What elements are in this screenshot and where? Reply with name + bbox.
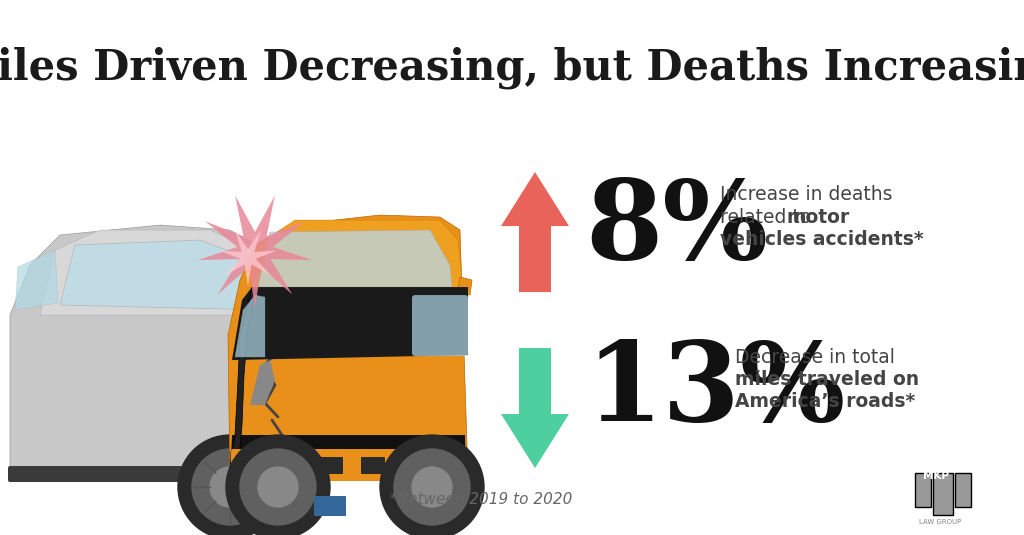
FancyBboxPatch shape: [434, 457, 458, 474]
Polygon shape: [501, 172, 569, 292]
FancyBboxPatch shape: [314, 496, 346, 516]
Polygon shape: [219, 230, 278, 287]
FancyBboxPatch shape: [8, 466, 292, 482]
Polygon shape: [230, 435, 466, 480]
Polygon shape: [60, 240, 270, 310]
Text: miles traveled on: miles traveled on: [735, 370, 920, 389]
Polygon shape: [258, 230, 452, 287]
Text: 8%: 8%: [585, 174, 768, 281]
Polygon shape: [250, 220, 462, 295]
Polygon shape: [501, 348, 569, 468]
FancyBboxPatch shape: [915, 473, 931, 507]
Circle shape: [178, 435, 282, 535]
Polygon shape: [458, 277, 472, 295]
Polygon shape: [15, 250, 58, 310]
Polygon shape: [228, 287, 255, 480]
Text: Miles Driven Decreasing, but Deaths Increasing: Miles Driven Decreasing, but Deaths Incr…: [0, 47, 1024, 89]
Circle shape: [412, 467, 452, 507]
Circle shape: [380, 435, 484, 535]
Circle shape: [193, 449, 268, 525]
Text: motor: motor: [787, 208, 850, 227]
Circle shape: [258, 467, 298, 507]
Text: MKP: MKP: [923, 471, 949, 481]
Text: LAW GROUP: LAW GROUP: [919, 519, 962, 525]
Polygon shape: [234, 295, 265, 357]
Text: *Between 2019 to 2020: *Between 2019 to 2020: [390, 492, 572, 507]
Polygon shape: [198, 196, 312, 308]
Text: vehicles accidents*: vehicles accidents*: [720, 230, 924, 249]
Text: America’s roads*: America’s roads*: [735, 392, 915, 411]
FancyBboxPatch shape: [955, 473, 971, 507]
Polygon shape: [270, 305, 300, 475]
FancyBboxPatch shape: [231, 449, 467, 481]
FancyBboxPatch shape: [412, 295, 468, 356]
Circle shape: [210, 467, 250, 507]
Polygon shape: [228, 215, 468, 480]
Polygon shape: [232, 287, 468, 360]
Text: 13%: 13%: [585, 337, 846, 444]
FancyBboxPatch shape: [247, 457, 271, 474]
FancyBboxPatch shape: [361, 457, 385, 474]
Circle shape: [240, 449, 316, 525]
Polygon shape: [40, 230, 285, 315]
FancyBboxPatch shape: [933, 473, 953, 515]
FancyBboxPatch shape: [399, 457, 423, 474]
Text: related to: related to: [720, 208, 817, 227]
Polygon shape: [250, 360, 275, 405]
Text: Increase in deaths: Increase in deaths: [720, 185, 893, 204]
FancyBboxPatch shape: [319, 457, 343, 474]
Polygon shape: [10, 225, 290, 475]
FancyBboxPatch shape: [279, 457, 303, 474]
Text: Decrease in total: Decrease in total: [735, 348, 895, 367]
Circle shape: [226, 435, 330, 535]
Circle shape: [394, 449, 470, 525]
